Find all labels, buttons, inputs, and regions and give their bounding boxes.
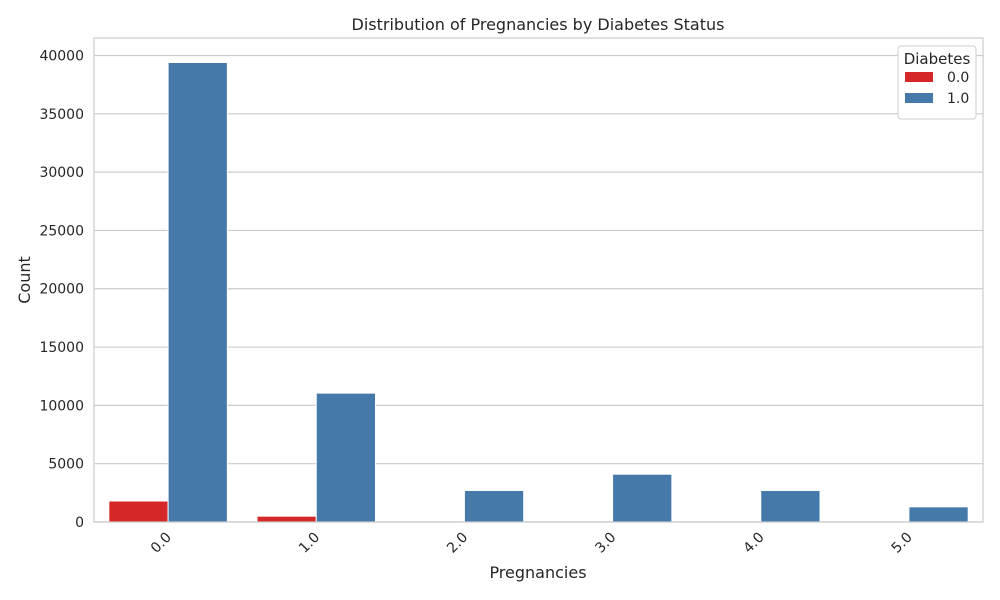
legend-title: Diabetes (904, 50, 971, 68)
plot-frame (93, 37, 984, 523)
y-tick-label: 40000 (39, 48, 84, 64)
legend-entry-label: 1.0 (947, 91, 969, 107)
y-axis-label: Count (15, 256, 34, 304)
bar-0.0-1.0 (256, 515, 317, 523)
bars (108, 61, 969, 523)
x-axis-label: Pregnancies (489, 563, 586, 582)
x-tick-label: 5.0 (889, 530, 916, 557)
bar-1.0-4.0 (760, 490, 821, 523)
y-tick-labels: 0 5000 10000 15000 20000 25000 30000 35000 40000 (39, 48, 84, 531)
bar-1.0-2.0 (463, 490, 525, 523)
y-tick-label: 20000 (39, 282, 84, 298)
bar-1.0-1.0 (315, 392, 377, 523)
bar-1.0-3.0 (612, 473, 673, 523)
x-tick-labels: 0.0 1.0 2.0 3.0 4.0 5.0 (148, 530, 916, 557)
x-tick-label: 0.0 (148, 530, 175, 557)
bar-0.0-0.0 (108, 500, 169, 523)
legend-entry-label: 0.0 (947, 70, 969, 86)
x-tick-label: 4.0 (741, 530, 768, 557)
y-tick-label: 35000 (39, 107, 84, 123)
y-tick-label: 5000 (48, 457, 84, 473)
y-tick-label: 25000 (39, 223, 84, 239)
legend-swatch (905, 72, 933, 82)
x-tick-label: 1.0 (296, 530, 323, 557)
y-tick-label: 30000 (39, 165, 84, 181)
bar-1.0-5.0 (908, 506, 969, 523)
y-tick-label: 0 (75, 515, 84, 531)
legend: Diabetes 0.01.0 (897, 45, 977, 120)
bar-1.0-0.0 (167, 61, 228, 523)
chart-title: Distribution of Pregnancies by Diabetes … (352, 15, 725, 34)
x-tick-label: 3.0 (592, 530, 619, 557)
legend-items: 0.01.0 (905, 70, 969, 107)
legend-swatch (905, 93, 933, 103)
x-tick-label: 2.0 (444, 530, 471, 557)
grid-lines (94, 54, 983, 523)
y-tick-label: 10000 (39, 398, 84, 414)
y-tick-label: 15000 (39, 340, 84, 356)
